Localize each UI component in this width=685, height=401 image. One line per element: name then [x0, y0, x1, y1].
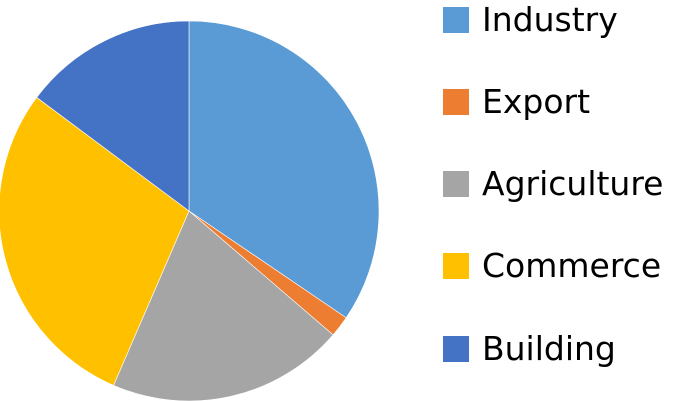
- legend-swatch-commerce: [443, 253, 469, 279]
- legend-label-building: Building: [482, 329, 616, 368]
- legend-item-building: Building: [443, 329, 616, 369]
- legend-swatch-agriculture: [443, 171, 469, 197]
- legend-label-commerce: Commerce: [482, 246, 662, 285]
- legend-label-export: Export: [482, 82, 591, 121]
- pie-plot-area: [0, 20, 380, 401]
- legend-label-agriculture: Agriculture: [482, 164, 664, 203]
- pie-slice-agriculture: [113, 210, 334, 401]
- legend-item-agriculture: Agriculture: [443, 164, 663, 204]
- legend-swatch-industry: [443, 7, 469, 33]
- pie-slice-building: [36, 20, 190, 212]
- legend-item-export: Export: [443, 82, 590, 122]
- chart-legend: Industry Export Agriculture Commerce Bui…: [443, 0, 685, 401]
- legend-label-industry: Industry: [482, 0, 618, 39]
- legend-item-industry: Industry: [443, 0, 618, 40]
- legend-swatch-export: [443, 89, 469, 115]
- legend-item-commerce: Commerce: [443, 246, 661, 286]
- pie-slice-industry: [188, 20, 380, 319]
- pie-slice-commerce: [0, 96, 190, 386]
- legend-swatch-building: [443, 336, 469, 362]
